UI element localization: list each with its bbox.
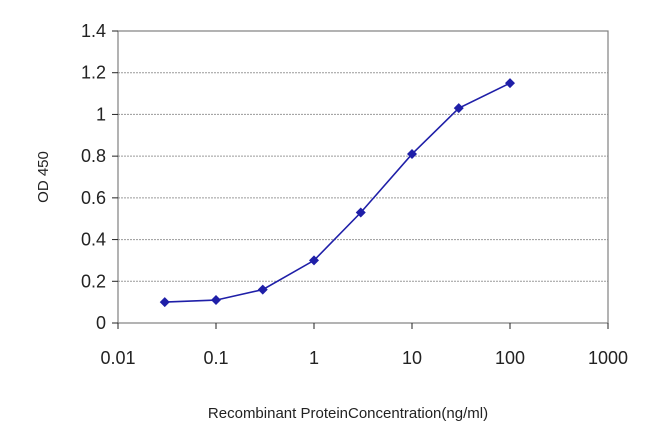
data-point [159,297,170,308]
data-point [453,103,464,114]
x-tick-label: 0.01 [100,348,135,368]
plot-frame [117,30,609,324]
y-tick-label: 0.6 [81,188,106,208]
series-layer [159,78,515,308]
x-tick-label: 0.1 [203,348,228,368]
x-tick-label: 1 [309,348,319,368]
y-axis: 0 0.2 0.4 0.6 0.8 1 1.2 1.4 [81,21,118,333]
y-tick-label: 0 [96,313,106,333]
y-axis-title: OD 450 [35,151,52,203]
data-point [505,78,515,89]
data-point [407,149,417,160]
y-tick-label: 1 [96,104,106,124]
x-axis-title: Recombinant ProteinConcentration(ng/ml) [208,405,488,422]
data-point [309,255,319,266]
x-tick-label: 100 [495,348,525,368]
grid-layer [118,30,608,282]
series-line [164,82,511,303]
data-point [211,295,221,306]
y-tick-label: 0.8 [81,146,106,166]
x-tick-label: 10 [402,348,422,368]
x-tick-label: 1000 [588,348,628,368]
y-tick-label: 0.2 [81,271,106,291]
y-tick-label: 1.4 [81,21,106,41]
y-tick-label: 0.4 [81,230,106,250]
data-point [257,284,268,295]
data-point [355,207,366,218]
x-axis: 0.01 0.1 1 10 100 1000 [100,323,628,368]
y-tick-label: 1.2 [81,63,106,83]
